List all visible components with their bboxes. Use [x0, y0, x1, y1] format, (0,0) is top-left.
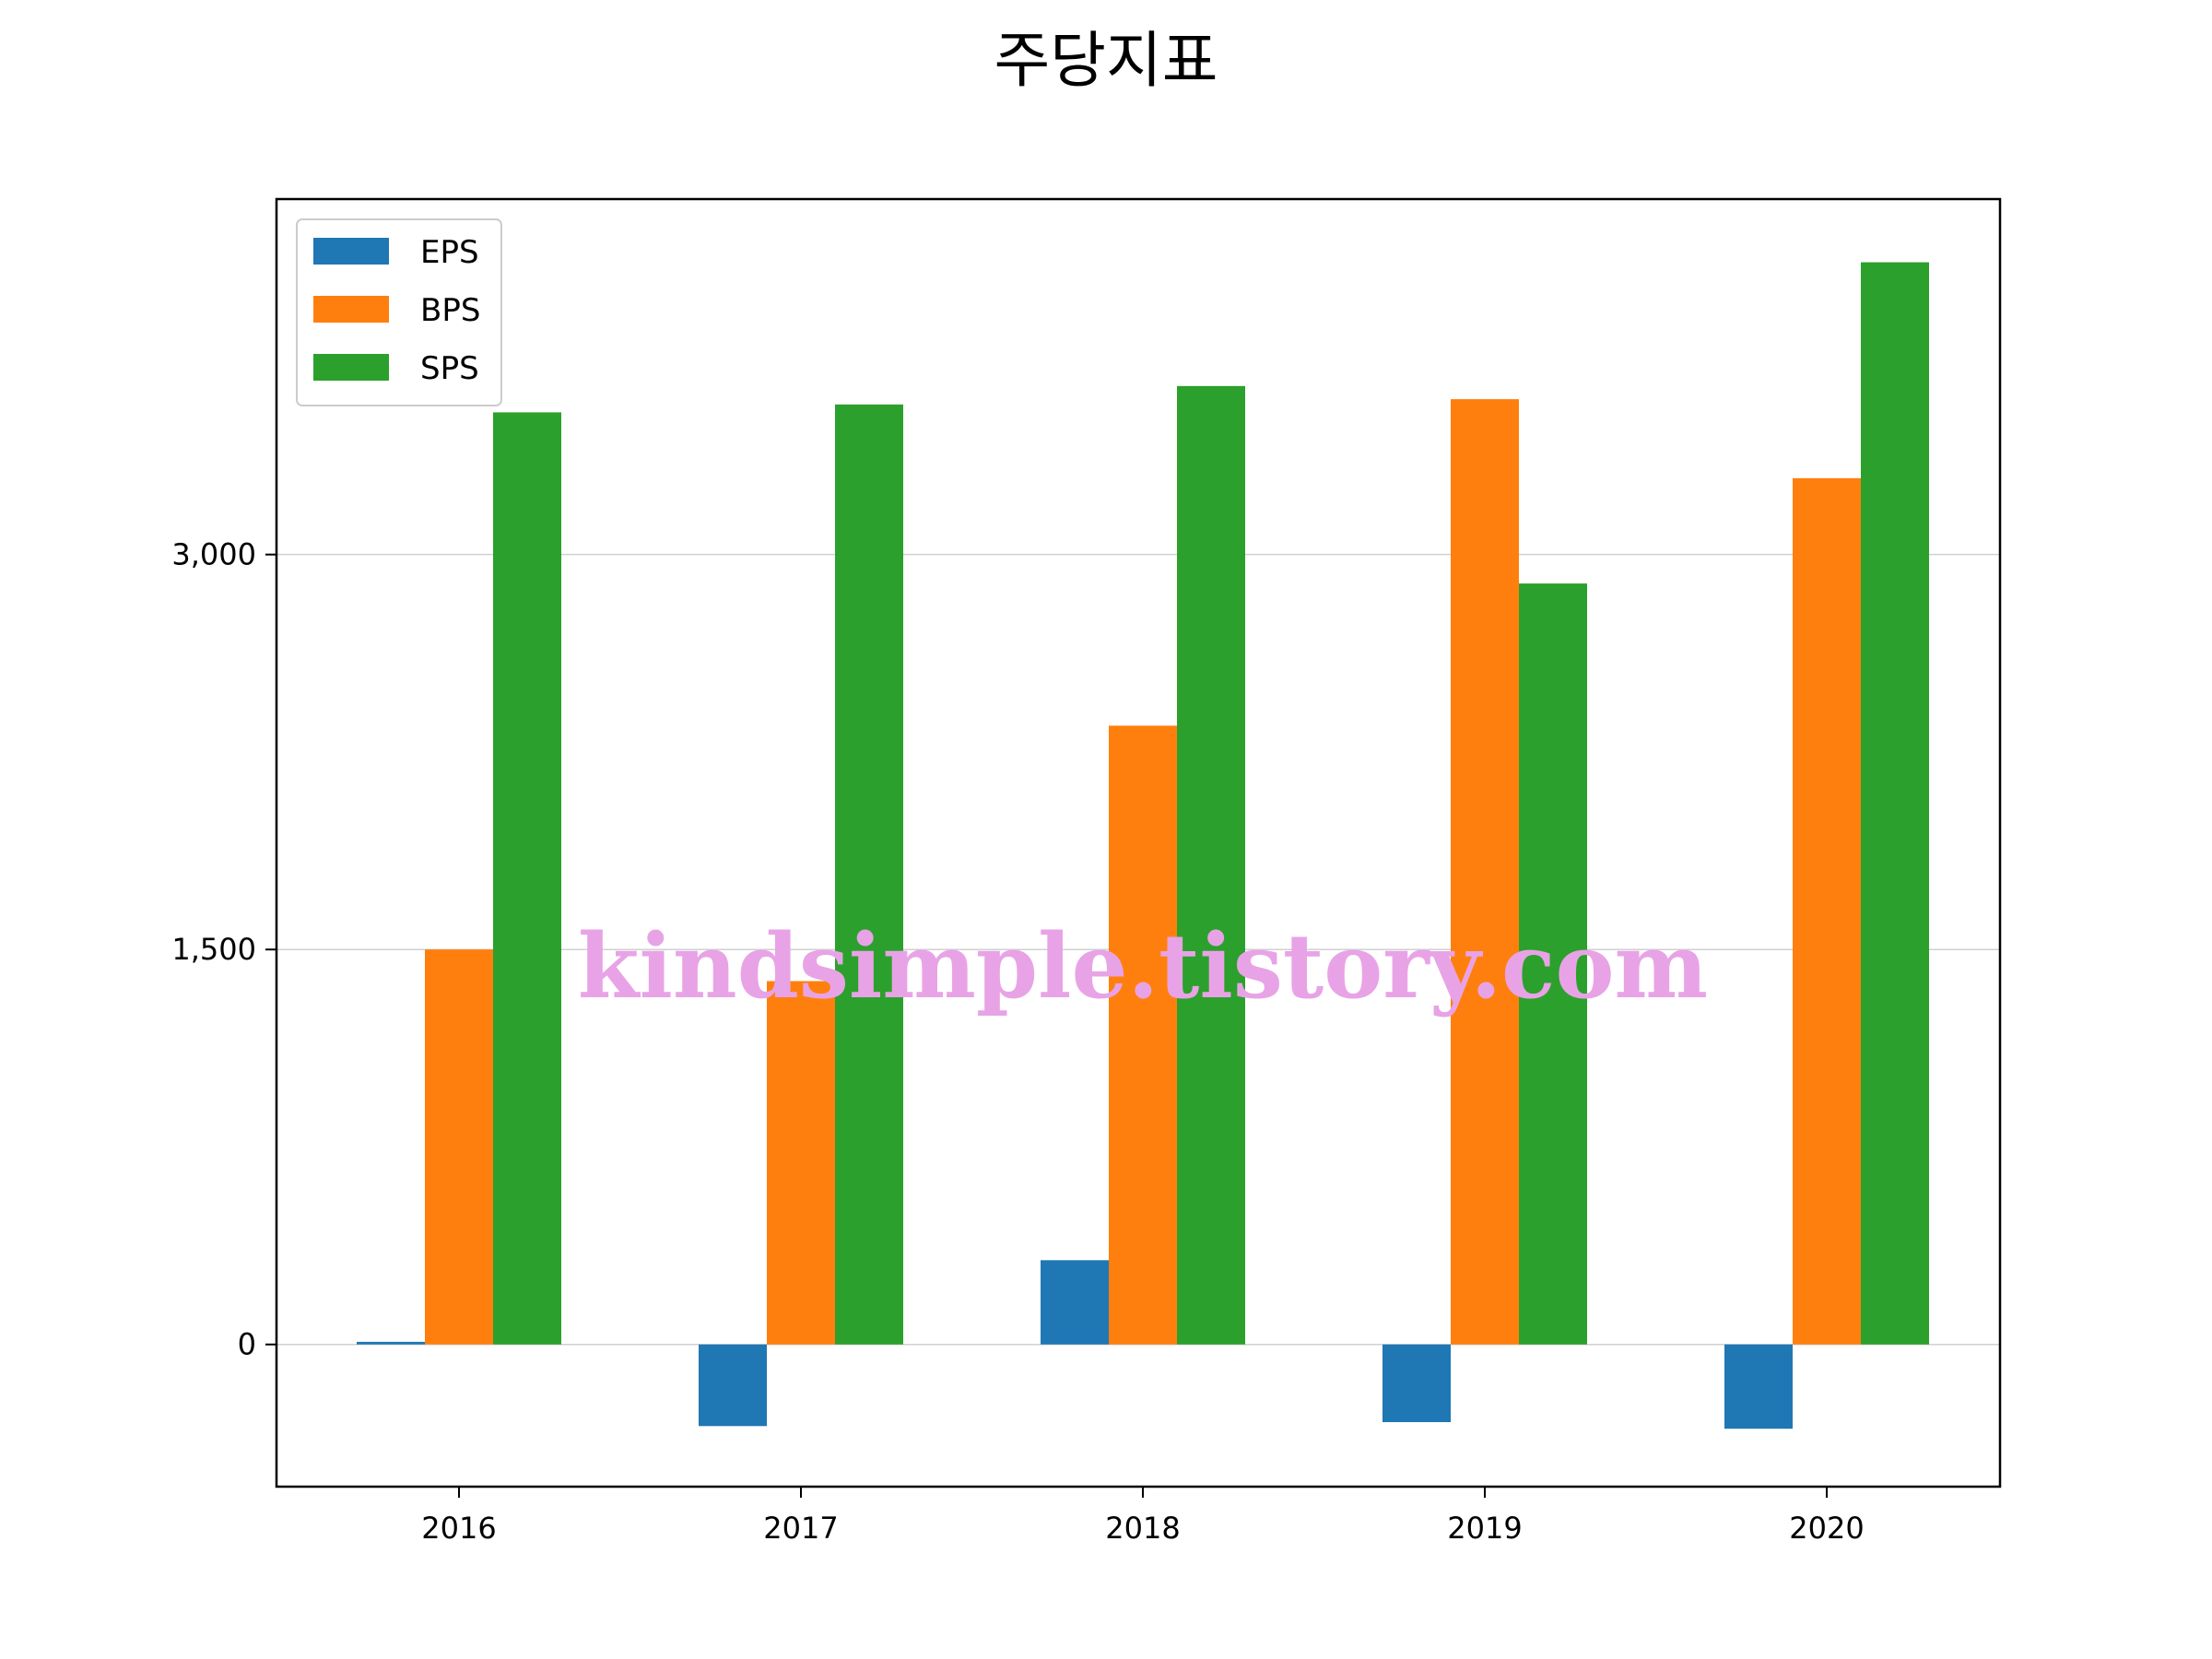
- bar-sps-2019: [1519, 583, 1587, 1345]
- bar-bps-2018: [1109, 725, 1177, 1345]
- legend-label-sps: SPS: [420, 350, 479, 387]
- legend-swatch-bps: [313, 296, 389, 323]
- x-tick-label: 2016: [421, 1511, 496, 1546]
- bar-sps-2020: [1861, 262, 1929, 1345]
- bar-bps-2016: [425, 949, 493, 1345]
- y-tick-label: 3,000: [171, 537, 256, 572]
- y-tick-label: 1,500: [171, 932, 256, 967]
- bar-eps-2020: [1724, 1344, 1793, 1430]
- y-axis: 0 1,500 3,000: [171, 537, 276, 1362]
- bar-eps-2016: [357, 1341, 425, 1345]
- bar-bps-2017: [767, 981, 835, 1345]
- x-tick-label: 2017: [763, 1511, 838, 1546]
- bar-eps-2018: [1041, 1260, 1109, 1345]
- watermark: kindsimple.tistory.com: [578, 914, 1708, 1018]
- bars: [357, 262, 1929, 1430]
- legend: EPS BPS SPS: [296, 218, 502, 406]
- bar-eps-2017: [699, 1344, 767, 1427]
- x-tick-label: 2018: [1105, 1511, 1180, 1546]
- x-tick-label: 2019: [1447, 1511, 1522, 1546]
- chart-title: 주당지표: [994, 25, 1218, 96]
- legend-label-eps: EPS: [420, 234, 479, 271]
- bar-bps-2019: [1451, 399, 1519, 1345]
- bar-eps-2019: [1382, 1344, 1451, 1423]
- bar-sps-2018: [1177, 385, 1245, 1345]
- bar-bps-2020: [1793, 477, 1861, 1345]
- bar-sps-2016: [493, 412, 561, 1345]
- bar-sps-2017: [835, 404, 903, 1345]
- legend-label-bps: BPS: [420, 292, 480, 329]
- plot-frame: [275, 197, 2002, 1488]
- x-axis: 2016 2017 2018 2019 2020: [421, 1487, 1865, 1546]
- y-tick-label: 0: [238, 1327, 256, 1362]
- legend-swatch-sps: [313, 354, 389, 381]
- legend-swatch-eps: [313, 238, 389, 265]
- x-tick-label: 2020: [1789, 1511, 1864, 1546]
